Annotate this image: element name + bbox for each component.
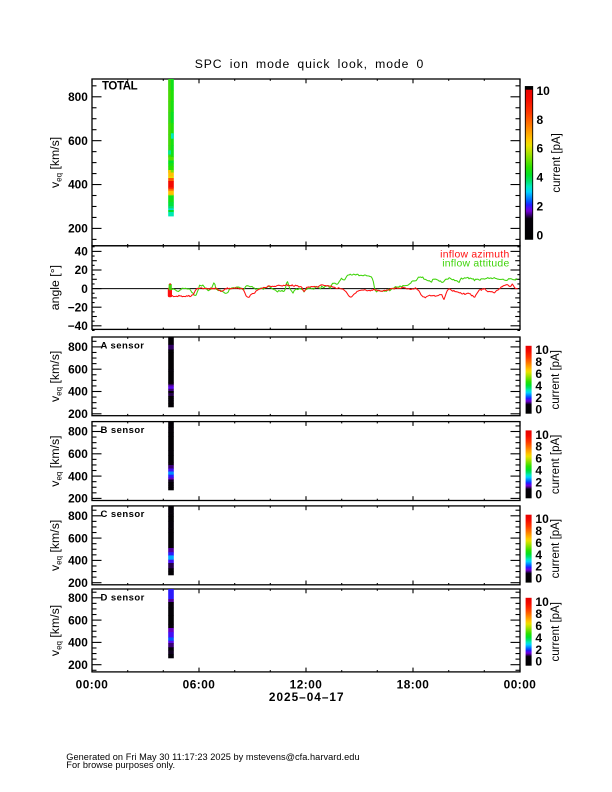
- svg-text:800: 800: [68, 509, 88, 523]
- svg-text:B sensor: B sensor: [101, 425, 145, 436]
- svg-text:8: 8: [535, 607, 542, 621]
- svg-text:800: 800: [68, 591, 88, 605]
- svg-text:200: 200: [68, 222, 88, 236]
- svg-text:200: 200: [68, 407, 88, 421]
- svg-text:4: 4: [537, 171, 544, 185]
- svg-text:0: 0: [535, 655, 542, 669]
- svg-text:10: 10: [535, 343, 549, 357]
- svg-text:A sensor: A sensor: [101, 340, 145, 351]
- svg-text:2: 2: [535, 560, 542, 574]
- svg-text:600: 600: [68, 362, 88, 376]
- svg-text:400: 400: [68, 469, 88, 483]
- svg-text:Generated on Fri May 30 11:17:: Generated on Fri May 30 11:17:23 2025 by…: [66, 752, 359, 762]
- svg-text:current [pA]: current [pA]: [550, 519, 562, 578]
- svg-text:6: 6: [537, 142, 544, 156]
- svg-text:SPC ion mode quick look, mode: SPC ion mode quick look, mode 0: [195, 57, 425, 71]
- svg-text:veq [km/s]: veq [km/s]: [48, 520, 64, 571]
- svg-text:4: 4: [535, 631, 542, 645]
- svg-text:2: 2: [535, 475, 542, 489]
- svg-text:10: 10: [535, 512, 549, 526]
- svg-text:current [pA]: current [pA]: [550, 350, 562, 409]
- svg-text:8: 8: [537, 113, 544, 127]
- svg-text:0: 0: [535, 572, 542, 586]
- svg-text:10: 10: [535, 595, 549, 609]
- svg-text:2025–04–17: 2025–04–17: [269, 690, 345, 704]
- svg-text:40: 40: [75, 245, 89, 259]
- svg-text:0: 0: [81, 282, 88, 296]
- svg-text:4: 4: [535, 379, 542, 393]
- svg-text:00:00: 00:00: [76, 678, 109, 692]
- svg-text:200: 200: [68, 492, 88, 506]
- svg-text:0: 0: [537, 228, 544, 242]
- svg-text:current [pA]: current [pA]: [550, 602, 562, 661]
- svg-text:current [pA]: current [pA]: [550, 435, 562, 494]
- svg-text:TOTAL: TOTAL: [102, 81, 138, 93]
- svg-text:2: 2: [537, 199, 544, 213]
- svg-text:4: 4: [535, 548, 542, 562]
- svg-text:0: 0: [535, 487, 542, 501]
- svg-text:current [pA]: current [pA]: [551, 133, 563, 192]
- svg-text:−20: −20: [68, 300, 88, 314]
- svg-text:600: 600: [68, 134, 88, 148]
- svg-text:6: 6: [535, 536, 542, 550]
- svg-text:0: 0: [535, 403, 542, 417]
- svg-text:600: 600: [68, 613, 88, 627]
- svg-text:angle [°]: angle [°]: [48, 265, 62, 310]
- svg-text:inflow azimuth: inflow azimuth: [440, 249, 509, 260]
- svg-text:−40: −40: [68, 319, 88, 333]
- svg-text:10: 10: [537, 84, 551, 98]
- svg-text:For browse purposes only.: For browse purposes only.: [66, 760, 175, 770]
- svg-text:800: 800: [68, 340, 88, 354]
- svg-text:20: 20: [75, 263, 89, 277]
- svg-text:200: 200: [68, 658, 88, 672]
- svg-text:4: 4: [535, 464, 542, 478]
- svg-text:400: 400: [68, 178, 88, 192]
- svg-text:00:00: 00:00: [504, 678, 537, 692]
- svg-text:400: 400: [68, 385, 88, 399]
- svg-text:2: 2: [535, 391, 542, 405]
- svg-text:800: 800: [68, 425, 88, 439]
- svg-text:D sensor: D sensor: [101, 592, 145, 603]
- svg-text:6: 6: [535, 619, 542, 633]
- svg-text:2: 2: [535, 643, 542, 657]
- svg-text:800: 800: [68, 90, 88, 104]
- svg-text:06:00: 06:00: [183, 678, 216, 692]
- svg-text:18:00: 18:00: [397, 678, 430, 692]
- svg-text:8: 8: [535, 440, 542, 454]
- svg-text:200: 200: [68, 576, 88, 590]
- svg-text:10: 10: [535, 428, 549, 442]
- svg-text:6: 6: [535, 452, 542, 466]
- svg-text:12:00: 12:00: [290, 678, 323, 692]
- svg-text:600: 600: [68, 447, 88, 461]
- svg-text:inflow attitude: inflow attitude: [442, 259, 509, 270]
- svg-text:8: 8: [535, 524, 542, 538]
- svg-text:400: 400: [68, 554, 88, 568]
- svg-text:400: 400: [68, 636, 88, 650]
- svg-text:6: 6: [535, 367, 542, 381]
- svg-text:C sensor: C sensor: [101, 509, 145, 520]
- svg-text:600: 600: [68, 531, 88, 545]
- svg-text:8: 8: [535, 355, 542, 369]
